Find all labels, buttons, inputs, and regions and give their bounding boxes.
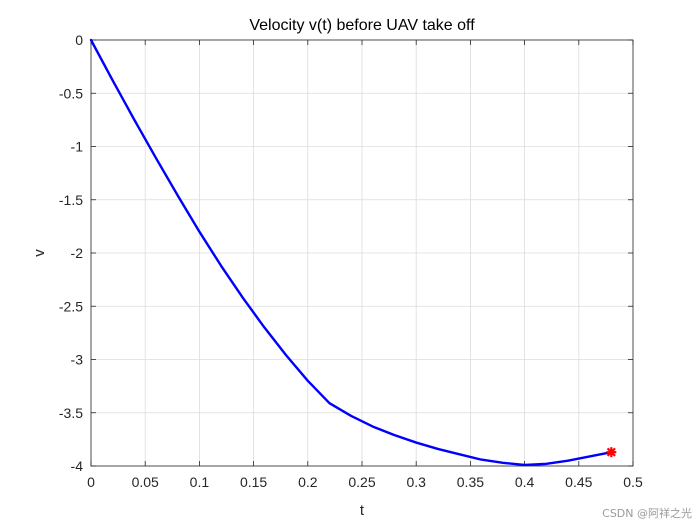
- y-tick-label: -3.5: [59, 405, 83, 421]
- axis-ticks: 0 0.05 0.1 0.15 0.2 0.25 0.3 0.35 0.4 0.45 0.5 0 -0.…: [59, 32, 643, 490]
- x-tick-label: 0.15: [240, 474, 267, 490]
- chart-title: Velocity v(t) before UAV take off: [249, 17, 475, 34]
- x-tick-label: 0.4: [515, 474, 535, 490]
- y-axis-label: v: [31, 249, 48, 257]
- x-tick-label: 0.2: [298, 474, 318, 490]
- y-tick-label: -1: [71, 139, 84, 155]
- y-tick-label: -1.5: [59, 192, 83, 208]
- end-point-star-marker: [606, 447, 617, 458]
- x-tick-label: 0.25: [348, 474, 375, 490]
- y-tick-label: -4: [71, 458, 84, 474]
- y-tick-label: 0: [75, 32, 83, 48]
- x-tick-label: 0: [87, 474, 95, 490]
- x-tick-label: 0.3: [406, 474, 426, 490]
- y-tick-label: -3: [71, 352, 84, 368]
- velocity-series-line: [89, 38, 613, 467]
- y-tick-label: -0.5: [59, 85, 83, 101]
- y-tick-label: -2: [71, 245, 84, 261]
- x-tick-label: 0.35: [457, 474, 484, 490]
- x-tick-label: 0.45: [565, 474, 592, 490]
- watermark-text: CSDN @阿祥之光: [602, 507, 692, 520]
- y-tick-label: -2.5: [59, 298, 83, 314]
- x-axis-label: t: [360, 502, 365, 519]
- x-tick-label: 0.1: [190, 474, 210, 490]
- series-group: [89, 38, 617, 467]
- x-tick-label: 0.05: [132, 474, 159, 490]
- x-tick-label: 0.5: [623, 474, 643, 490]
